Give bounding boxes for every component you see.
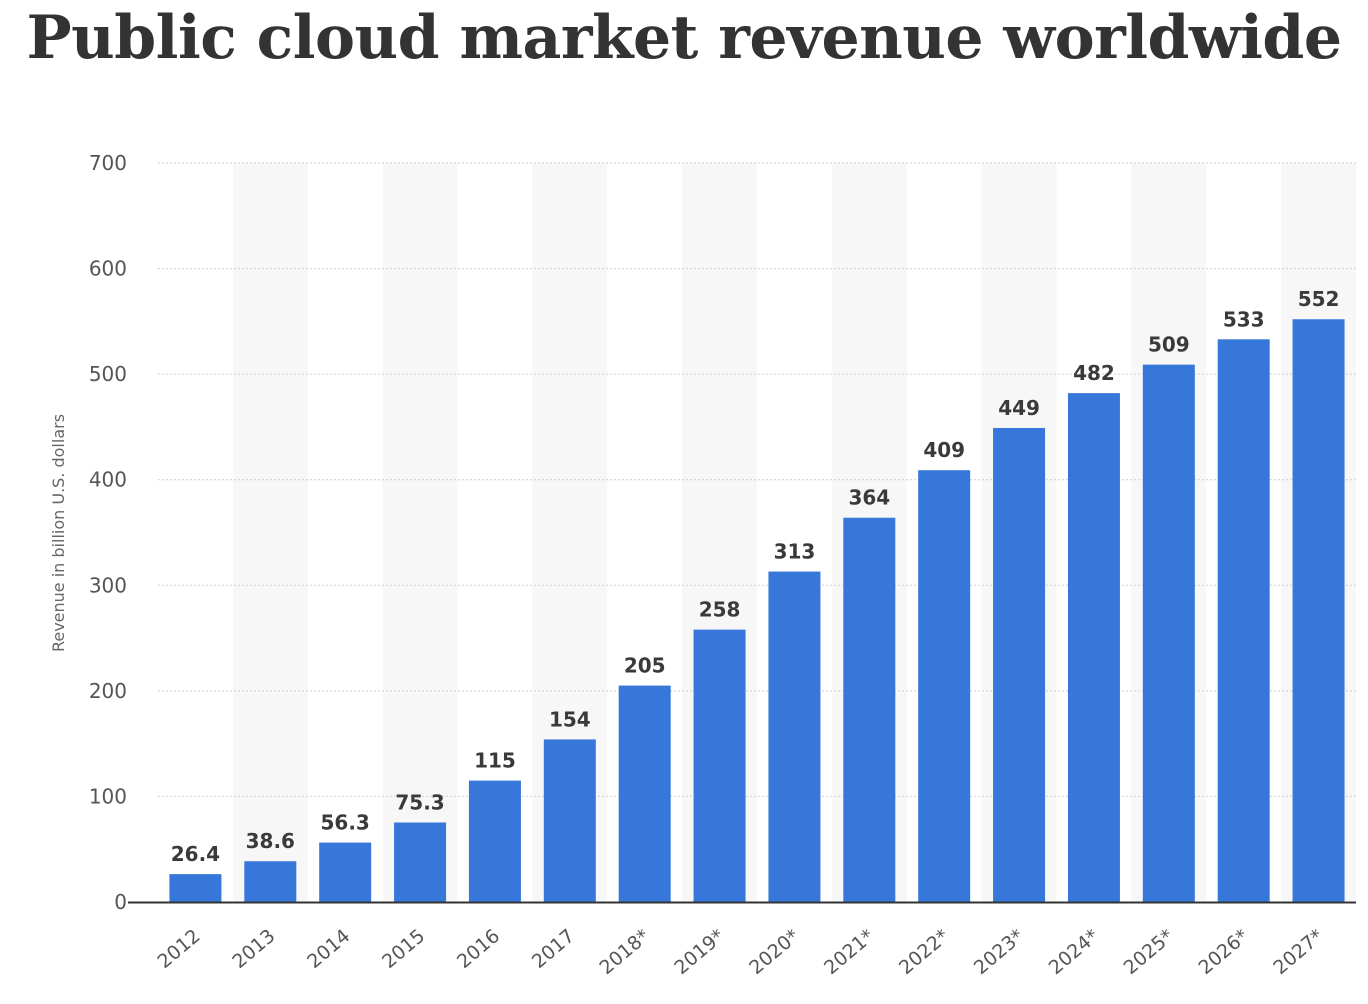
x-tick-label: 2021*	[820, 925, 878, 979]
data-label: 38.6	[246, 829, 295, 853]
data-label: 313	[774, 540, 816, 564]
data-label: 409	[923, 438, 965, 462]
data-label: 509	[1148, 333, 1190, 357]
bars	[169, 319, 1345, 902]
y-tick-label: 700	[89, 151, 127, 175]
bar[interactable]	[1067, 393, 1120, 902]
x-tick-label: 2023*	[970, 925, 1028, 979]
x-tick-label: 2012	[153, 925, 204, 973]
bar[interactable]	[1142, 364, 1195, 902]
y-tick-label: 0	[114, 890, 127, 914]
data-label: 449	[998, 396, 1040, 420]
x-tick-label: 2017	[528, 925, 579, 973]
bar[interactable]	[394, 822, 447, 902]
data-label: 56.3	[321, 811, 370, 835]
x-tick-label: 2014	[303, 925, 354, 973]
x-tick-label: 2016	[453, 925, 504, 973]
x-tick-label: 2015	[378, 925, 429, 973]
data-label: 154	[549, 707, 591, 731]
x-tick-label: 2025*	[1120, 925, 1178, 979]
bar[interactable]	[843, 517, 896, 902]
bar[interactable]	[618, 685, 671, 902]
y-tick-label: 600	[89, 257, 127, 281]
bar[interactable]	[1292, 319, 1345, 902]
data-label: 75.3	[395, 791, 444, 815]
data-label: 552	[1298, 287, 1340, 311]
x-axis-ticks: 2012 2013 2014 2015 2016 2017 2018* 2019* 2020* 2…	[153, 925, 1327, 979]
x-tick-label: 2027*	[1269, 925, 1327, 979]
y-axis-label: Revenue in billion U.S. dollars	[49, 414, 68, 652]
x-tick-label: 2020*	[745, 925, 803, 979]
bar[interactable]	[244, 861, 297, 902]
bar[interactable]	[693, 629, 746, 902]
data-label: 364	[848, 486, 890, 510]
chart-title: Public cloud market revenue worldwide	[26, 3, 1342, 73]
x-tick-label: 2022*	[895, 925, 953, 979]
bar[interactable]	[169, 874, 222, 902]
bar[interactable]	[993, 427, 1046, 902]
bar[interactable]	[468, 780, 521, 902]
x-tick-label: 2019*	[670, 925, 728, 979]
y-tick-label: 400	[89, 468, 127, 492]
y-tick-label: 200	[89, 679, 127, 703]
y-tick-label: 500	[89, 362, 127, 386]
bar[interactable]	[543, 739, 596, 902]
data-label: 26.4	[171, 842, 220, 866]
data-label: 258	[699, 598, 741, 622]
x-tick-label: 2018*	[595, 925, 653, 979]
data-label: 115	[474, 749, 516, 773]
data-label: 482	[1073, 361, 1115, 385]
data-label: 205	[624, 654, 666, 678]
bar[interactable]	[918, 470, 971, 902]
x-tick-label: 2026*	[1194, 925, 1252, 979]
bar[interactable]	[768, 571, 821, 902]
bar[interactable]	[1217, 339, 1270, 902]
data-label: 533	[1223, 307, 1265, 331]
data-labels: 26.4 38.6 56.3 75.3 115 154 205 258 313 364 409 449…	[171, 287, 1340, 866]
bar[interactable]	[319, 842, 372, 902]
column-band	[382, 163, 458, 902]
column-band	[232, 163, 308, 902]
y-axis-ticks: 0 100 200 300 400 500 600 700	[89, 151, 127, 914]
y-tick-label: 100	[89, 784, 127, 808]
x-tick-label: 2024*	[1045, 925, 1103, 979]
x-tick-label: 2013	[228, 925, 279, 973]
y-tick-label: 300	[89, 573, 127, 597]
